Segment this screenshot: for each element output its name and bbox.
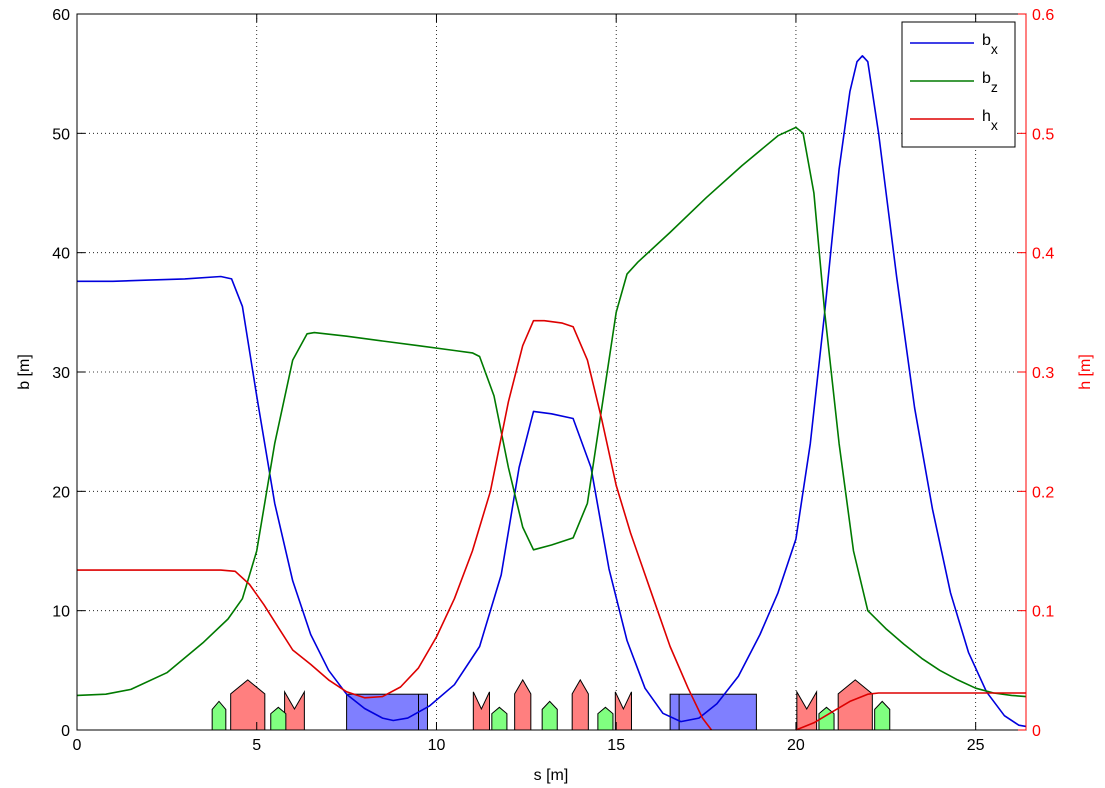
right-tick-label: 0.5 <box>1032 126 1054 143</box>
dipole-magnet <box>669 693 757 731</box>
legend-entry-label: bz <box>982 70 998 95</box>
left-axis-label: b [m] <box>16 354 33 390</box>
dipole-magnet <box>346 693 428 731</box>
left-tick-label: 0 <box>61 723 70 740</box>
left-tick-label: 40 <box>52 246 70 263</box>
right-tick-label: 0.6 <box>1032 7 1054 24</box>
legend-box <box>901 21 1016 148</box>
right-axis-ticks: 0 0.1 0.2 0.3 0.4 0.5 0.6 <box>1018 7 1054 740</box>
x-axis-ticks: 0 5 10 15 20 25 <box>73 14 985 754</box>
left-axis-ticks: 0 10 20 30 40 50 60 <box>52 7 85 740</box>
left-tick-label: 50 <box>52 126 70 143</box>
x-tick-label: 25 <box>967 737 985 754</box>
left-tick-label: 20 <box>52 484 70 501</box>
x-tick-label: 10 <box>428 737 446 754</box>
legend: bx bz hx <box>901 21 1016 148</box>
series-line-hx <box>77 319 713 731</box>
series-line-bx <box>77 54 1027 728</box>
right-tick-label: 0.1 <box>1032 604 1054 621</box>
grid <box>77 14 1026 730</box>
x-tick-label: 20 <box>787 737 805 754</box>
x-tick-label: 0 <box>73 737 82 754</box>
right-tick-label: 0.2 <box>1032 484 1054 501</box>
right-tick-label: 0 <box>1032 723 1041 740</box>
legend-entry-label: bx <box>982 32 998 57</box>
right-tick-label: 0.3 <box>1032 365 1054 382</box>
series-lines <box>76 54 1027 731</box>
plot-area <box>77 14 1026 730</box>
right-axis-label: h [m] <box>1077 354 1094 390</box>
legend-entry-label: hx <box>982 108 998 133</box>
series-line-hx-tail <box>795 692 1026 731</box>
right-tick-label: 0.4 <box>1032 246 1054 263</box>
x-tick-label: 15 <box>607 737 625 754</box>
x-axis-label: s [m] <box>534 767 569 784</box>
left-tick-label: 10 <box>52 604 70 621</box>
series-line-bz <box>76 126 1027 698</box>
left-tick-label: 30 <box>52 365 70 382</box>
left-tick-label: 60 <box>52 7 70 24</box>
x-tick-label: 5 <box>252 737 261 754</box>
